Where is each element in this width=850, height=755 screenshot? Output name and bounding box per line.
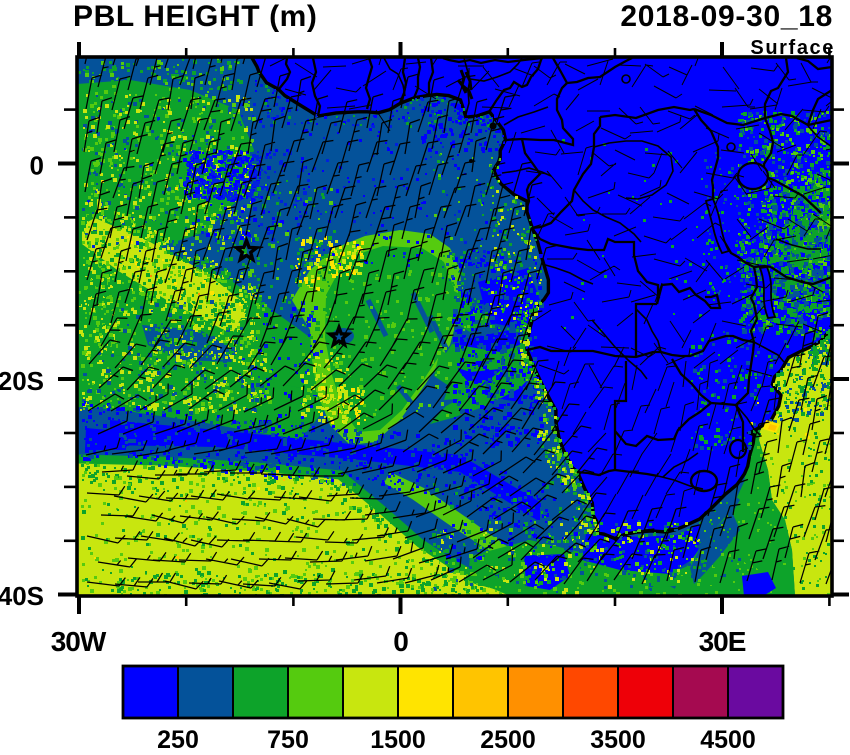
svg-text:30E: 30E bbox=[699, 626, 746, 657]
svg-text:Surface: Surface bbox=[750, 37, 835, 59]
svg-text:3500: 3500 bbox=[590, 726, 646, 750]
svg-text:0: 0 bbox=[393, 626, 408, 657]
svg-text:4500: 4500 bbox=[700, 726, 756, 750]
svg-text:40S: 40S bbox=[0, 581, 44, 611]
svg-text:30W: 30W bbox=[51, 626, 107, 657]
svg-text:2500: 2500 bbox=[480, 726, 536, 750]
svg-text:0: 0 bbox=[30, 151, 44, 181]
svg-text:PBL HEIGHT (m): PBL HEIGHT (m) bbox=[73, 0, 318, 33]
svg-text:2018-09-30_18: 2018-09-30_18 bbox=[620, 0, 833, 33]
svg-text:1500: 1500 bbox=[370, 726, 426, 750]
svg-text:250: 250 bbox=[157, 726, 199, 750]
svg-text:20S: 20S bbox=[0, 366, 44, 396]
svg-text:750: 750 bbox=[267, 726, 309, 750]
